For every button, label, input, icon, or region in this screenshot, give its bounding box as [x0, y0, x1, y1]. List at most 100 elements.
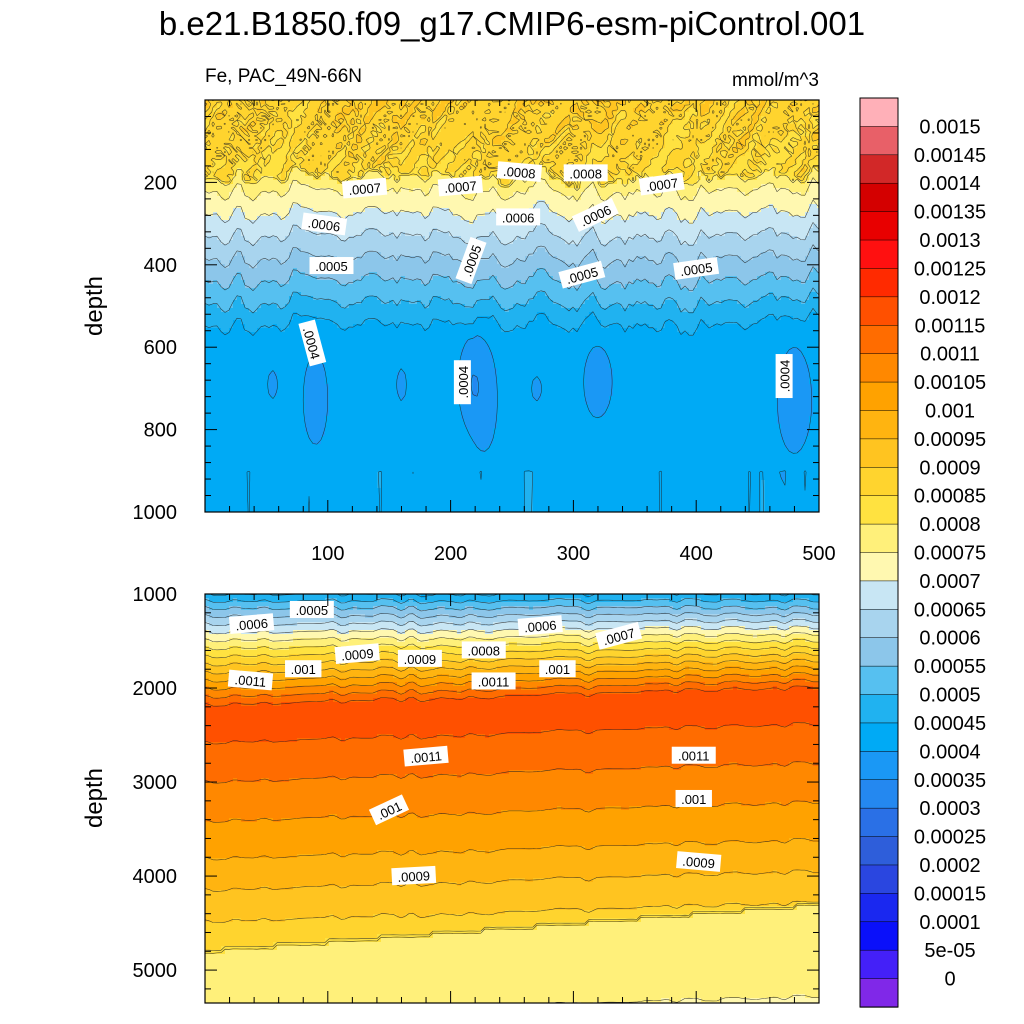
- upper-contour-labels: .0007.0007.0008.0008.0007.0006.0006.0006…: [298, 161, 793, 405]
- colorbar-label: 0.00105: [914, 372, 986, 394]
- lower-contour-label: .0006: [517, 615, 563, 636]
- upper-contour-label-box: [638, 172, 685, 196]
- upper-x-tick-label: 500: [802, 543, 835, 565]
- lower-contour-label-box: [403, 745, 449, 767]
- lower-contour-label: .0011: [227, 669, 274, 691]
- lower-contour-label-text: .0006: [523, 618, 557, 636]
- colorbar-swatch: [859, 949, 899, 980]
- lower-contour-label-text: .0009: [340, 646, 374, 664]
- colorbar-label: 0.00085: [914, 486, 986, 508]
- upper-contour-label: .0005: [673, 256, 720, 280]
- lower-contour-label-box: [595, 621, 643, 650]
- lower-x-axis: [229, 594, 820, 1003]
- lower-contour-label-box: [675, 789, 712, 807]
- lower-contour-label-text: .0006: [235, 616, 269, 634]
- lower-contour-label-text: .0009: [397, 868, 430, 885]
- upper-y-axis: 200 400 600 800 1000: [133, 99, 819, 524]
- colorbar-label: 0.00075: [914, 543, 986, 565]
- lower-contour-label-box: [391, 865, 437, 886]
- upper-contour-label: .0005: [309, 257, 354, 275]
- lower-contour-label-text: .0005: [296, 603, 329, 618]
- upper-panel: .0007.0007.0008.0008.0007.0006.0006.0006…: [81, 99, 836, 565]
- colorbar-label: 0.0005: [919, 685, 980, 707]
- colorbar-swatch: [859, 182, 899, 213]
- colorbar-frame: [859, 97, 899, 1008]
- colorbar-swatch: [859, 97, 899, 128]
- upper-contour-label-box: [558, 260, 606, 289]
- colorbar-label: 0.00125: [914, 258, 986, 280]
- colorbar-label: 0.00015: [914, 883, 986, 905]
- upper-contour-label: .0007: [437, 175, 484, 197]
- colorbar-swatch: [859, 410, 899, 440]
- lower-contour-label-text: .0008: [467, 643, 500, 658]
- lower-contour-label-box: [368, 794, 410, 826]
- upper-contour-label: .0007: [341, 177, 388, 199]
- colorbar-swatch: [859, 893, 899, 923]
- colorbar-swatch: [859, 694, 899, 724]
- lower-contour-label: .001: [285, 660, 322, 678]
- colorbar-swatch: [859, 807, 899, 838]
- upper-y-tick-label: 200: [144, 172, 177, 194]
- colorbar-swatch: [859, 552, 899, 582]
- lower-contour-label: .0011: [671, 746, 716, 764]
- colorbar-swatch: [859, 523, 899, 554]
- upper-y-tick-label: 1000: [133, 502, 178, 524]
- lower-contour-label: .0008: [461, 641, 506, 659]
- upper-contour-label-text: .0006: [307, 215, 341, 234]
- upper-contour-label-box: [301, 212, 348, 236]
- lower-contour-label: .0009: [676, 851, 722, 872]
- lower-contour-label-box: [471, 672, 516, 690]
- colorbar-label: 0.0012: [919, 287, 980, 309]
- lower-contour-label: .001: [675, 789, 712, 807]
- lower-contour-label: .0005: [289, 600, 334, 618]
- colorbar-swatch: [859, 126, 899, 156]
- lower-contour-label-text: .0011: [234, 672, 267, 690]
- upper-y-tick-label: 800: [144, 420, 177, 442]
- lower-contour-label: .0009: [397, 649, 442, 667]
- colorbar-label: 0.0004: [919, 741, 980, 763]
- lower-contour-label-box: [539, 660, 576, 678]
- lower-contour-label-box: [671, 746, 716, 764]
- upper-y-label: depth: [81, 276, 108, 336]
- upper-contour-label-text: .0005: [679, 260, 713, 279]
- lower-y-tick-label: 4000: [133, 866, 178, 888]
- upper-contour-label-box: [455, 236, 487, 285]
- upper-x-tick-label: 200: [434, 543, 467, 565]
- lower-plot-frame: [204, 593, 820, 1004]
- lower-contour-label-text: .0009: [404, 652, 437, 667]
- colorbar-label: 0.0008: [919, 514, 980, 536]
- colorbar-label: 0.0015: [919, 116, 980, 138]
- colorbar-swatch: [859, 978, 899, 1008]
- lower-contour-label-box: [228, 613, 275, 634]
- colorbar-label: 0.0013: [919, 230, 980, 252]
- colorbar-swatch: [859, 467, 899, 497]
- colorbar-swatch: [859, 296, 899, 326]
- lower-contour-label: .0011: [403, 745, 449, 767]
- upper-contour-label: .0006: [301, 212, 348, 236]
- lower-contour-labels: .0005.0006.0006.0007.0009.0009.0008.001.…: [227, 600, 722, 886]
- upper-contour-label-box: [775, 354, 793, 399]
- colorbar-swatch: [859, 864, 899, 895]
- colorbar-label: 0.00115: [915, 315, 986, 337]
- upper-contour-label-box: [341, 177, 388, 199]
- upper-x-tick-label: 300: [557, 543, 590, 565]
- chart-title: b.e21.B1850.f09_g17.CMIP6-esm-piControl.…: [159, 5, 865, 42]
- upper-x-tick-label: 100: [311, 543, 344, 565]
- upper-contour-label-box: [496, 161, 543, 182]
- colorbar-label: 0.0007: [919, 571, 980, 593]
- lower-contour-label: .0009: [391, 865, 437, 886]
- colorbar-swatch: [859, 836, 899, 866]
- upper-contour-label-text: .0007: [444, 178, 478, 196]
- lower-contour-label-text: .001: [681, 792, 706, 807]
- lower-panel: .0005.0006.0006.0007.0009.0009.0008.001.…: [81, 584, 820, 1004]
- colorbar-swatch: [859, 580, 899, 610]
- colorbar-label: 0.0006: [919, 628, 980, 650]
- colorbar-swatch: [859, 665, 899, 696]
- upper-contour-label: .0007: [638, 172, 685, 196]
- upper-contour-label: .0008: [496, 161, 543, 182]
- colorbar-swatch: [859, 325, 899, 355]
- colorbar-swatch: [859, 154, 899, 184]
- lower-contour-label-text: .0011: [478, 674, 510, 689]
- upper-contour-label: .0004: [453, 360, 471, 405]
- upper-contour-label-box: [453, 360, 471, 405]
